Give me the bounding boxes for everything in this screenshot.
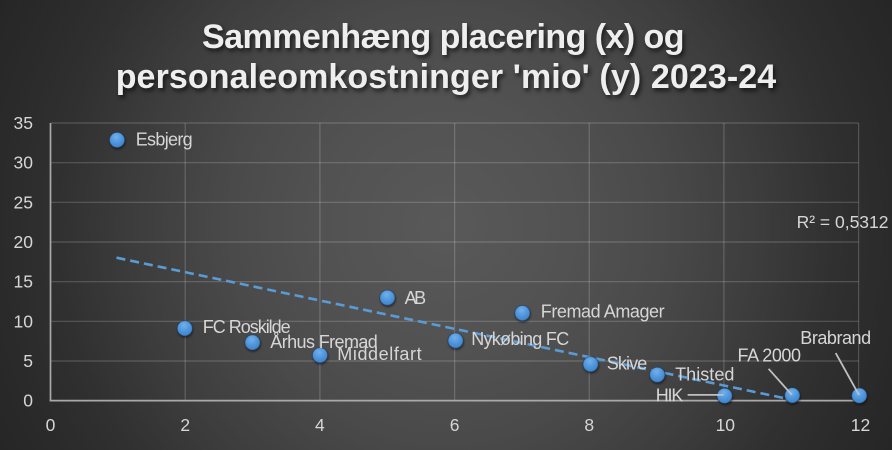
svg-text:10: 10 [716,415,736,435]
svg-text:AB: AB [405,288,427,308]
svg-text:R² = 0,5312: R² = 0,5312 [797,212,889,232]
svg-text:6: 6 [450,415,460,435]
svg-text:Århus Fremad: Århus Fremad [270,332,378,352]
svg-text:HIK: HIK [656,386,684,406]
svg-text:25: 25 [14,192,33,212]
svg-text:Fremad Amager: Fremad Amager [541,301,665,321]
svg-text:12: 12 [851,415,870,435]
svg-text:Middelfart: Middelfart [337,344,421,364]
svg-text:8: 8 [584,415,594,435]
svg-text:Thisted: Thisted [675,365,734,385]
svg-text:0: 0 [23,391,33,411]
svg-text:FC Roskilde: FC Roskilde [203,317,291,337]
svg-text:5: 5 [23,351,33,371]
svg-text:20: 20 [14,232,34,252]
svg-text:2: 2 [180,415,190,435]
svg-text:FA 2000: FA 2000 [738,346,802,366]
svg-text:0: 0 [46,415,56,435]
svg-text:15: 15 [14,272,33,292]
svg-text:35: 35 [14,113,33,133]
svg-text:10: 10 [14,311,34,331]
svg-text:Skive: Skive [607,353,648,373]
svg-text:30: 30 [14,153,34,173]
svg-text:4: 4 [315,415,325,435]
svg-text:Brabrand: Brabrand [800,328,871,348]
svg-text:Nykøbing FC: Nykøbing FC [471,329,569,349]
svg-text:Esbjerg: Esbjerg [136,130,193,150]
